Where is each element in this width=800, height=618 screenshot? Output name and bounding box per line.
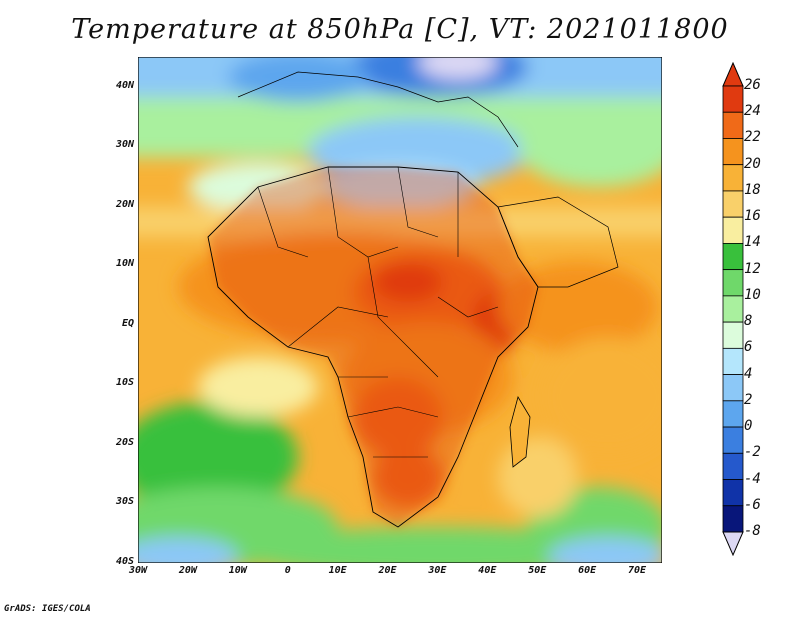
colorbar-tick-label: 22 <box>744 129 761 146</box>
longitude-tick-label: 10E <box>328 565 347 576</box>
colorbar-tick-label: 6 <box>744 339 753 356</box>
colorbar-tick-label: 14 <box>744 234 761 251</box>
latitude-tick-label: 20N <box>115 198 134 210</box>
colorbar-swatch <box>722 295 744 323</box>
colorbar-svg <box>722 61 744 557</box>
colorbar-swatch <box>722 400 744 428</box>
colorbar-tick-label: 18 <box>744 181 761 198</box>
longitude-tick-label: 10W <box>228 565 247 576</box>
country-borders <box>257 166 499 458</box>
madagascar-outline <box>509 395 531 468</box>
colorbar-tick-label: 16 <box>744 208 761 225</box>
colorbar-tick-label: 26 <box>744 77 761 93</box>
colorbar-swatch <box>722 243 744 271</box>
colorbar-swatch <box>722 269 744 297</box>
colorbar-swatch <box>722 164 744 192</box>
colorbar-swatch <box>722 505 744 533</box>
colorbar-swatch <box>722 479 744 507</box>
colorbar-tick-label: -4 <box>744 470 761 487</box>
latitude-tick-label: 40S <box>115 556 134 567</box>
latitude-tick-label: 10S <box>115 377 134 389</box>
longitude-tick-label: 70E <box>628 565 647 576</box>
colorbar-tick-label: 4 <box>744 365 753 382</box>
latitude-tick-label: 20S <box>115 436 134 448</box>
latitude-tick-label: 30N <box>115 139 134 151</box>
colorbar-swatch <box>722 85 744 113</box>
temperature-map <box>137 56 663 564</box>
longitude-tick-label: 0 <box>284 565 291 576</box>
colorbar-tick-label: -6 <box>744 496 761 513</box>
colorbar-bottom-arrow <box>722 531 744 557</box>
map-svg <box>137 56 663 564</box>
colorbar-swatch <box>722 426 744 454</box>
colorbar-tick-label: 0 <box>744 418 753 435</box>
longitude-tick-label: 20W <box>178 565 197 576</box>
colorbar-tick-label: 20 <box>744 155 761 172</box>
colorbar-tick-label: 10 <box>744 286 761 303</box>
latitude-tick-label: EQ <box>121 317 134 329</box>
europe-coastline <box>237 71 519 148</box>
colorbar-tick-label: 2 <box>744 391 753 408</box>
colorbar-tick-label: -2 <box>744 444 761 461</box>
longitude-tick-label: 50E <box>528 565 547 576</box>
longitude-tick-label: 60E <box>578 565 597 576</box>
colorbar-swatch <box>722 452 744 480</box>
chart-title: Temperature at 850hPa [C], VT: 202101180… <box>71 14 729 45</box>
colorbar-tick-label: 24 <box>744 103 761 120</box>
colorbar-swatch <box>722 216 744 244</box>
colorbar-swatch <box>722 374 744 402</box>
longitude-tick-label: 40E <box>478 565 497 576</box>
colorbar <box>722 61 744 557</box>
colorbar-swatch <box>722 190 744 218</box>
colorbar-swatch <box>722 111 744 139</box>
longitude-tick-label: 30W <box>128 565 148 576</box>
longitude-tick-label: 20E <box>378 565 397 576</box>
latitude-tick-label: 10N <box>115 258 134 270</box>
colorbar-swatch <box>722 347 744 375</box>
colorbar-tick-label: 8 <box>744 313 753 330</box>
latitude-tick-label: 30S <box>115 496 134 508</box>
credit-text: GrADS: IGES/COLA <box>4 604 91 614</box>
colorbar-tick-label: 12 <box>744 260 761 277</box>
latitude-tick-label: 40N <box>115 79 134 91</box>
colorbar-tick-label: -8 <box>744 523 761 539</box>
arabia-coastline <box>497 196 619 288</box>
colorbar-swatch <box>722 138 744 166</box>
longitude-tick-label: 30E <box>428 565 447 576</box>
colorbar-swatch <box>722 321 744 349</box>
colorbar-top-arrow <box>722 61 744 87</box>
africa-coastline <box>207 166 539 528</box>
